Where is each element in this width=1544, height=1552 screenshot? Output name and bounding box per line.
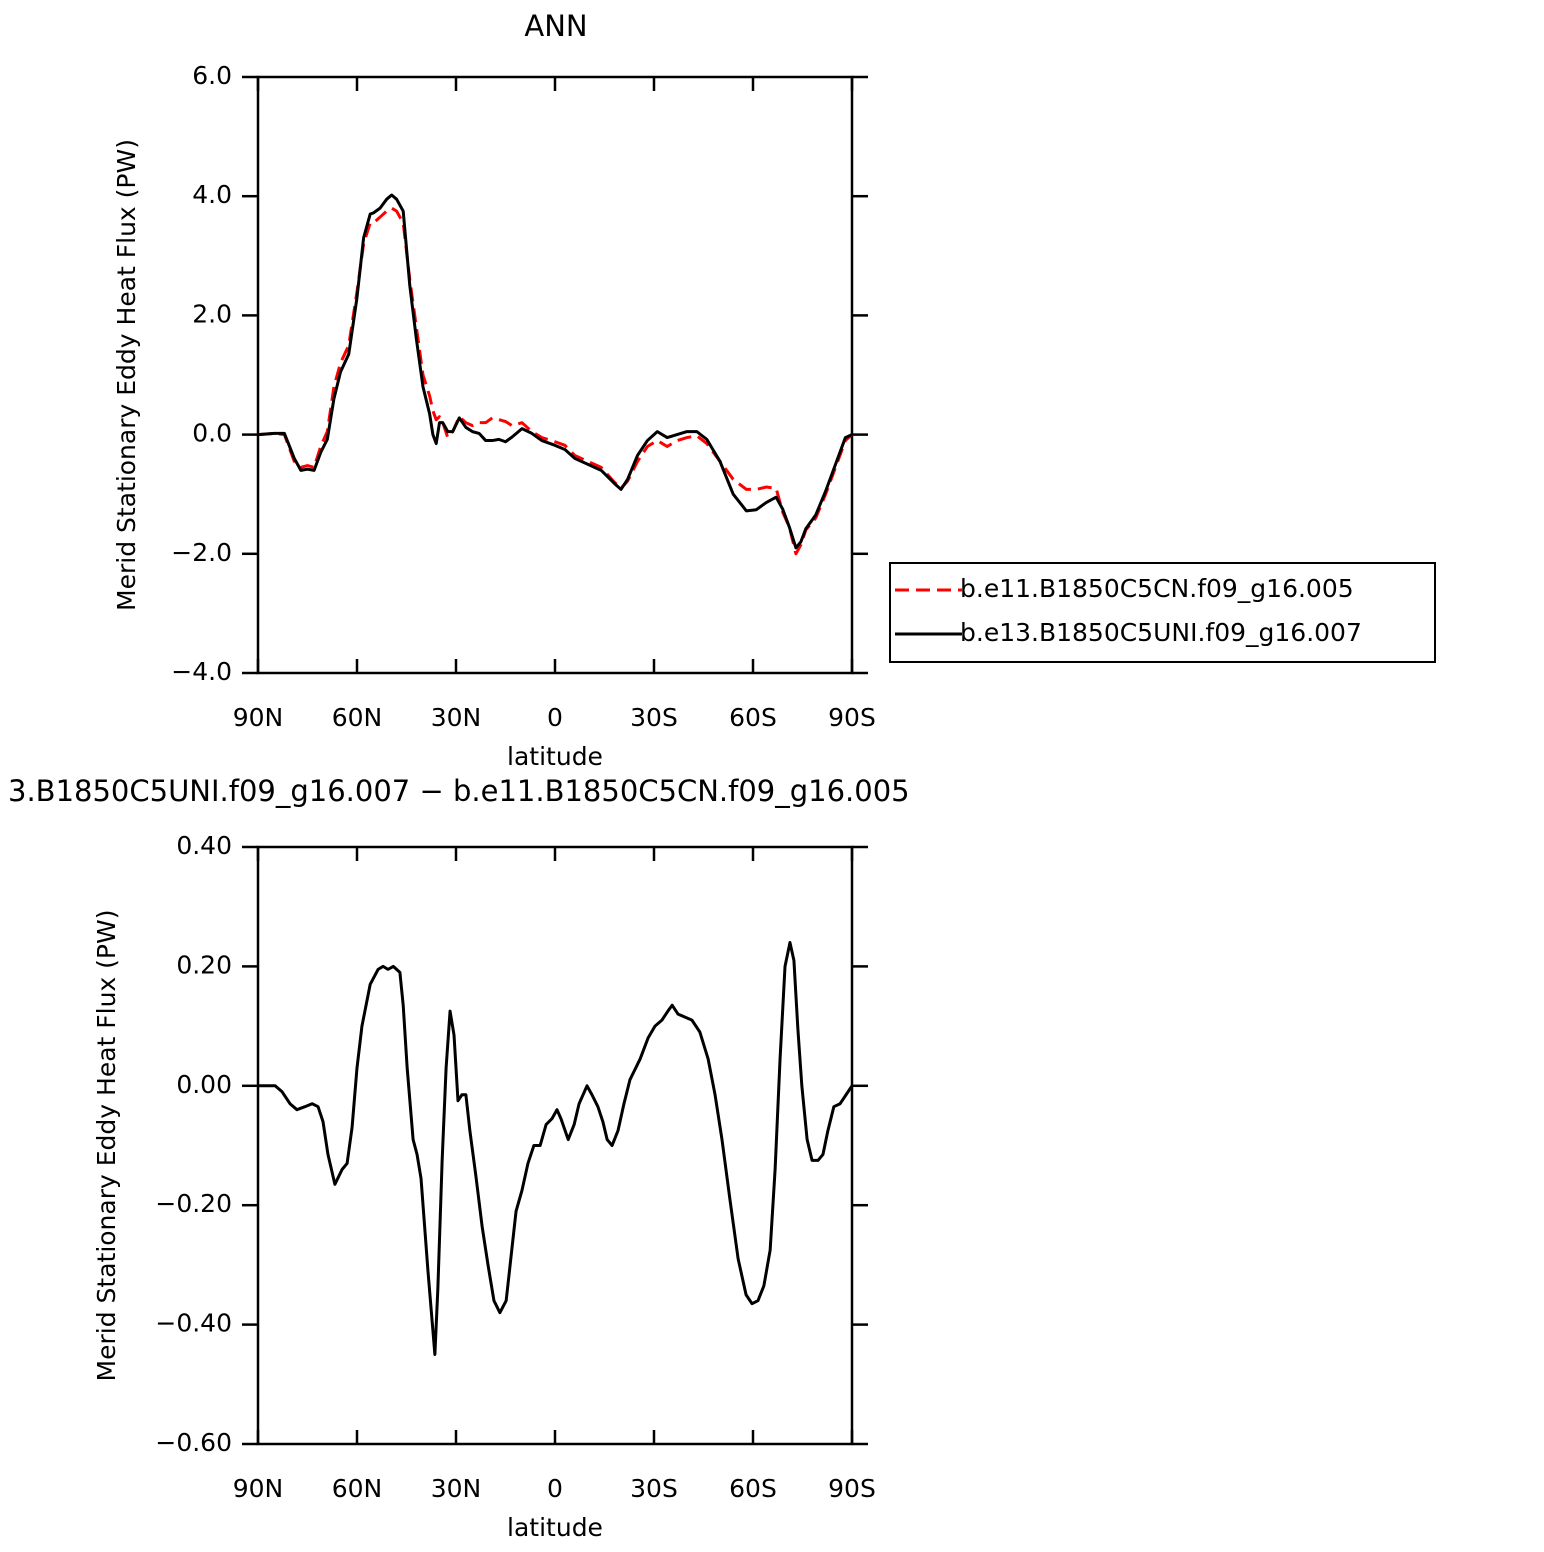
plot-frame: [256, 75, 854, 675]
x-axis-label: latitude: [507, 1513, 603, 1542]
x-tick-label: 30S: [630, 1474, 678, 1503]
x-tick-label: 60S: [729, 703, 777, 732]
legend-label: b.e13.B1850C5UNI.f09_g16.007: [960, 618, 1362, 647]
y-axis-label: Merid Stationary Eddy Heat Flux (PW): [112, 139, 141, 611]
x-tick-label: 90N: [233, 703, 284, 732]
y-tick-label: −0.20: [155, 1189, 232, 1218]
x-axis-label: latitude: [507, 742, 603, 771]
y-tick-label: 0.00: [176, 1070, 232, 1099]
chart-title: ANN: [524, 9, 587, 43]
y-tick-label: 6.0: [192, 61, 232, 90]
x-tick-label: 30S: [630, 703, 678, 732]
chart-title: 3.B1850C5UNI.f09_g16.007 − b.e11.B1850C5…: [8, 774, 910, 808]
y-tick-label: 0.40: [176, 831, 232, 860]
x-tick-label: 30N: [431, 703, 482, 732]
legend-label: b.e11.B1850C5CN.f09_g16.005: [960, 574, 1354, 603]
x-tick-label: 90N: [233, 1474, 284, 1503]
legend-box: [889, 562, 1436, 663]
y-tick-label: 0.20: [176, 950, 232, 979]
y-tick-label: 2.0: [192, 299, 232, 328]
y-tick-label: 0.0: [192, 419, 232, 448]
x-tick-label: 60S: [729, 1474, 777, 1503]
x-tick-label: 0: [547, 703, 563, 732]
y-tick-label: −4.0: [171, 657, 232, 686]
y-tick-label: −0.60: [155, 1428, 232, 1457]
x-tick-label: 90S: [828, 1474, 876, 1503]
x-tick-label: 30N: [431, 1474, 482, 1503]
data-line: [257, 206, 854, 556]
x-tick-label: 60N: [332, 1474, 383, 1503]
data-line: [258, 941, 854, 1356]
y-tick-label: −0.40: [155, 1309, 232, 1338]
y-tick-label: −2.0: [171, 538, 232, 567]
data-line: [257, 193, 853, 550]
x-tick-label: 60N: [332, 703, 383, 732]
x-tick-label: 0: [547, 1474, 563, 1503]
x-tick-label: 90S: [828, 703, 876, 732]
y-tick-label: 4.0: [192, 180, 232, 209]
plot-frame: [256, 845, 854, 1446]
y-axis-label: Merid Stationary Eddy Heat Flux (PW): [92, 910, 121, 1382]
